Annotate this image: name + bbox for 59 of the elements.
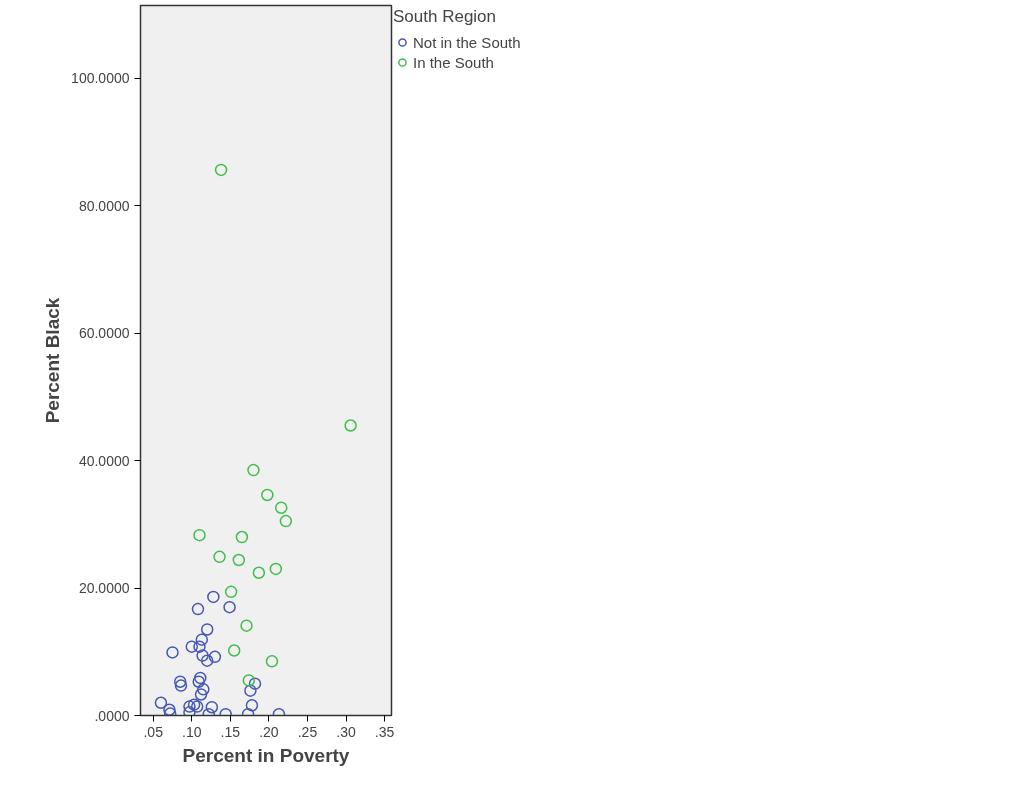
point: [196, 649, 209, 662]
x-tick-label: .35: [374, 723, 395, 740]
point: [227, 644, 241, 657]
point: [183, 706, 196, 716]
point: [242, 674, 256, 687]
point: [223, 600, 236, 614]
point: [279, 514, 293, 528]
point: [195, 633, 209, 646]
point: [261, 488, 274, 502]
x-tick-label: .10: [182, 723, 202, 740]
point: [200, 654, 214, 667]
point: [214, 163, 228, 177]
y-tick-label: 100.0000: [71, 70, 130, 87]
point: [205, 700, 219, 714]
point: [191, 602, 205, 616]
point: [244, 684, 257, 697]
point: [166, 646, 179, 659]
x-tick-label: .25: [297, 723, 318, 740]
point: [224, 585, 238, 599]
y-tick-label: 40.0000: [78, 452, 130, 469]
point: [248, 677, 262, 690]
point: [245, 699, 259, 712]
point: [197, 683, 210, 696]
y-tick-label: .0000: [94, 707, 130, 724]
legend-title: South Region: [393, 7, 498, 27]
point: [265, 655, 279, 668]
point: [344, 419, 357, 432]
y-tick-label: 60.0000: [78, 325, 130, 342]
point: [269, 562, 283, 576]
x-tick-label: .05: [143, 723, 164, 740]
point: [174, 679, 188, 692]
y-axis-title: Percent Black: [42, 297, 64, 424]
point: [192, 675, 205, 688]
point: [252, 566, 266, 579]
legend-label: Not in the South: [413, 33, 521, 51]
y-tick-label: 20.0000: [78, 580, 130, 597]
x-tick-label: .20: [259, 723, 279, 740]
point: [200, 623, 214, 636]
point: [235, 530, 249, 544]
point: [173, 675, 187, 688]
legend-label: In the South: [413, 53, 494, 71]
point: [274, 501, 288, 514]
point: [240, 619, 253, 632]
point: [232, 553, 246, 567]
point: [247, 463, 260, 477]
point: [194, 688, 208, 701]
x-axis-title: Percent in Poverty: [182, 744, 350, 766]
point: [207, 590, 220, 604]
point: [185, 640, 199, 653]
point: [208, 650, 222, 664]
point: [193, 528, 206, 542]
point: [154, 696, 168, 709]
y-tick-label: 80.0000: [78, 197, 130, 214]
point: [194, 671, 207, 685]
point: [193, 640, 206, 653]
point: [213, 550, 226, 564]
point: [183, 700, 196, 713]
x-tick-label: .15: [220, 723, 241, 740]
x-tick-label: .30: [336, 723, 356, 740]
